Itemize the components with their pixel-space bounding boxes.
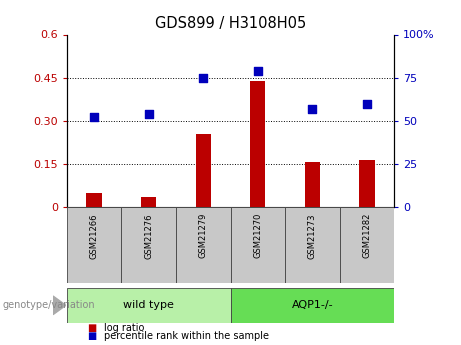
Text: wild type: wild type bbox=[123, 300, 174, 310]
Point bbox=[90, 115, 98, 120]
Text: GSM21266: GSM21266 bbox=[89, 213, 99, 258]
Bar bbox=[305, 162, 320, 207]
Text: GSM21270: GSM21270 bbox=[253, 213, 262, 258]
Text: ■: ■ bbox=[88, 323, 97, 333]
Bar bbox=[121, 207, 176, 283]
Polygon shape bbox=[53, 296, 66, 315]
Bar bbox=[340, 207, 394, 283]
Text: GSM21276: GSM21276 bbox=[144, 213, 153, 258]
Bar bbox=[67, 288, 230, 323]
Point bbox=[254, 68, 261, 73]
Title: GDS899 / H3108H05: GDS899 / H3108H05 bbox=[155, 16, 306, 31]
Text: GSM21279: GSM21279 bbox=[199, 213, 208, 258]
Text: GSM21282: GSM21282 bbox=[362, 213, 372, 258]
Bar bbox=[87, 193, 102, 207]
Bar bbox=[141, 197, 156, 207]
Text: ■: ■ bbox=[88, 331, 97, 341]
Text: percentile rank within the sample: percentile rank within the sample bbox=[104, 331, 269, 341]
Bar bbox=[67, 207, 121, 283]
Bar bbox=[176, 207, 230, 283]
Bar bbox=[230, 288, 394, 323]
Point bbox=[145, 111, 152, 117]
Bar bbox=[230, 207, 285, 283]
Point bbox=[363, 101, 371, 106]
Bar bbox=[285, 207, 340, 283]
Point bbox=[309, 106, 316, 111]
Point bbox=[200, 75, 207, 80]
Bar bbox=[250, 80, 266, 207]
Bar bbox=[359, 159, 374, 207]
Text: log ratio: log ratio bbox=[104, 323, 144, 333]
Text: genotype/variation: genotype/variation bbox=[2, 300, 95, 310]
Text: GSM21273: GSM21273 bbox=[308, 213, 317, 258]
Text: AQP1-/-: AQP1-/- bbox=[291, 300, 333, 310]
Bar bbox=[195, 134, 211, 207]
